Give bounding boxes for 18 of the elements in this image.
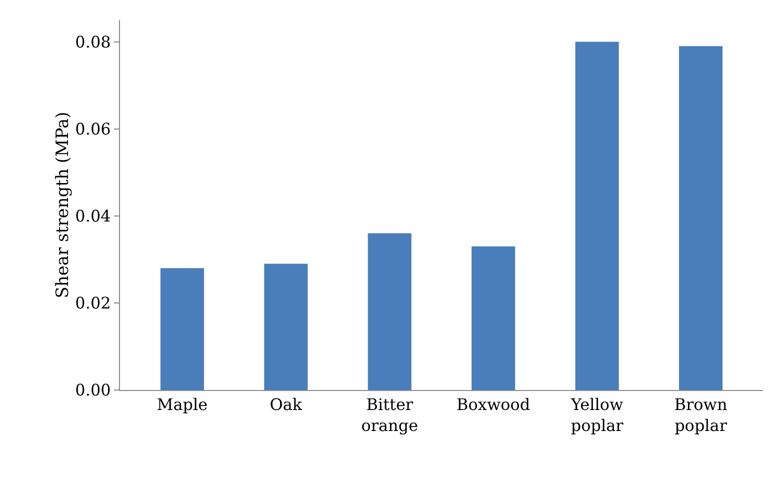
y-tick-label: 0.04	[75, 206, 111, 226]
x-tick-label: Brown poplar	[674, 395, 728, 435]
bar	[368, 233, 412, 390]
x-tick-label: Oak	[270, 395, 302, 414]
bar	[472, 246, 516, 390]
x-tick-label: Maple	[156, 395, 208, 414]
x-tick-label: Yellow poplar	[570, 395, 624, 435]
bar	[679, 46, 723, 390]
y-tick-label: 0.00	[75, 380, 111, 400]
bar	[264, 264, 308, 390]
x-tick-label: Boxwood	[456, 395, 530, 414]
y-tick-label: 0.06	[75, 119, 111, 138]
bar	[160, 268, 204, 390]
y-tick-label: 0.08	[75, 32, 111, 52]
y-axis-title: Shear strength (MPa)	[53, 112, 74, 298]
x-tick-label: Bitter orange	[361, 395, 418, 435]
y-tick-label: 0.02	[75, 294, 111, 313]
bar	[575, 42, 619, 390]
